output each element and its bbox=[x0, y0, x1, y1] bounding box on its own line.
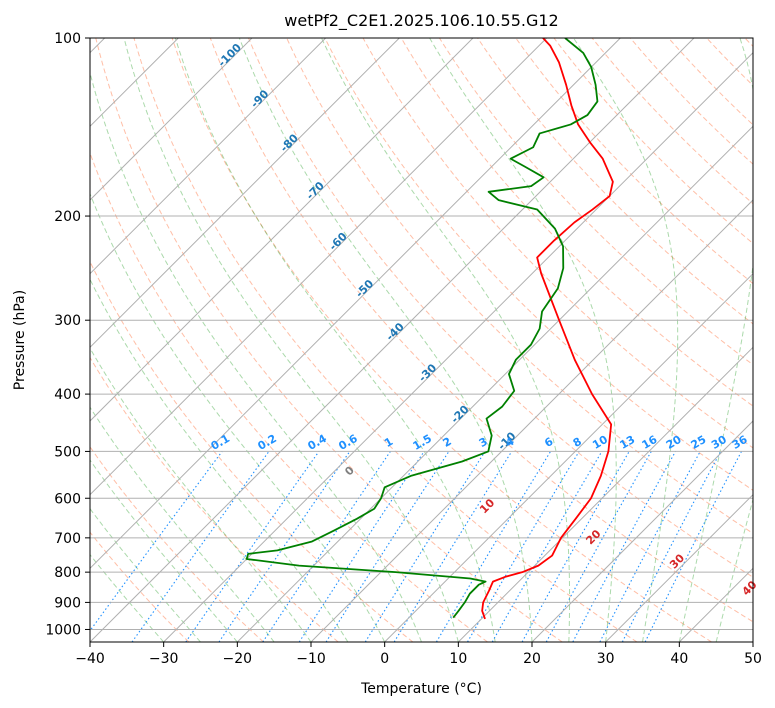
mixing-ratio-line bbox=[572, 451, 677, 642]
temperature-line bbox=[481, 38, 614, 620]
isotherm-line bbox=[384, 272, 753, 642]
moist-adiabat-line bbox=[174, 38, 496, 642]
moist-adiabat-line bbox=[90, 278, 349, 642]
moist-adiabat-line bbox=[678, 38, 753, 642]
isotherm-line bbox=[90, 38, 253, 201]
y-tick-label: 1000 bbox=[45, 622, 81, 638]
isotherm-line bbox=[236, 125, 753, 642]
mixing-ratio-line bbox=[521, 451, 630, 642]
y-tick-label: 800 bbox=[54, 565, 81, 581]
mixing-ratio-line bbox=[393, 451, 513, 642]
dry-adiabat-line bbox=[133, 38, 638, 642]
mixing-ratio-line bbox=[644, 451, 742, 642]
moist-adiabat-line bbox=[90, 192, 386, 642]
isotherm-line bbox=[163, 51, 753, 642]
y-axis-ticks: 100 200 300 400 500 600 700 800 900 1000 bbox=[45, 31, 90, 638]
y-tick-label: 600 bbox=[54, 491, 81, 507]
isotherm-line bbox=[90, 38, 474, 422]
y-tick-label: 700 bbox=[54, 531, 81, 547]
moist-adiabats bbox=[90, 38, 753, 642]
y-tick-label: 200 bbox=[54, 209, 81, 225]
dry-adiabat-line bbox=[248, 38, 753, 578]
y-tick-label: 400 bbox=[54, 387, 81, 403]
isotherm-line bbox=[310, 199, 753, 642]
isotherm-line bbox=[90, 38, 400, 349]
mixing-ratio-line bbox=[185, 451, 320, 642]
y-tick-label: 900 bbox=[54, 595, 81, 611]
y-tick-label: 500 bbox=[54, 444, 81, 460]
x-tick-label: 10 bbox=[449, 651, 467, 667]
x-tick-label: 20 bbox=[523, 651, 541, 667]
moist-adiabat-line bbox=[238, 38, 533, 642]
moist-adiabat-line bbox=[90, 459, 238, 642]
x-tick-label: −20 bbox=[223, 651, 253, 667]
mixing-ratio-line bbox=[545, 451, 652, 642]
isotherm-line bbox=[90, 38, 621, 570]
moist-adiabat-line bbox=[321, 38, 571, 642]
dry-adiabats bbox=[90, 38, 753, 642]
isotherm-line bbox=[90, 38, 695, 642]
x-tick-label: 50 bbox=[744, 651, 762, 667]
mixing-ratio-line bbox=[298, 451, 425, 642]
x-tick-label: −10 bbox=[296, 651, 326, 667]
chart-title: wetPf2_C2E1.2025.106.10.55.G12 bbox=[284, 11, 558, 31]
moist-adiabat-line bbox=[573, 38, 679, 642]
x-axis-title: Temperature (°C) bbox=[360, 681, 482, 697]
y-tick-label: 100 bbox=[54, 31, 81, 47]
dry-adiabat-line bbox=[171, 38, 712, 642]
mixing-ratio-line bbox=[262, 451, 391, 642]
dry-adiabat-line bbox=[324, 38, 753, 491]
x-tick-label: −30 bbox=[149, 651, 179, 667]
moist-adiabat-line bbox=[429, 38, 617, 642]
isotherm-line bbox=[90, 38, 548, 496]
x-tick-label: 0 bbox=[380, 651, 389, 667]
dry-adiabat-line bbox=[95, 38, 563, 642]
isotherm-line bbox=[90, 38, 327, 275]
dry-adiabat-line bbox=[90, 151, 488, 642]
mixing-ratio-line bbox=[218, 451, 351, 642]
moist-adiabat-line bbox=[715, 497, 753, 642]
isotherm-line bbox=[605, 493, 753, 642]
mixing-ratio-lines bbox=[90, 451, 742, 642]
dry-adiabat-line bbox=[515, 38, 753, 285]
x-axis-ticks: −40 −30 −20 −10 0 10 20 30 40 50 bbox=[75, 642, 762, 667]
x-tick-label: −40 bbox=[75, 651, 105, 667]
isotherm-line bbox=[531, 420, 753, 642]
dry-adiabat-line bbox=[90, 356, 339, 642]
y-axis-title: Pressure (hPa) bbox=[12, 290, 28, 390]
mixing-ratio-line bbox=[325, 451, 450, 642]
dry-adiabat-line bbox=[90, 531, 190, 642]
dry-adiabat-line bbox=[400, 38, 753, 407]
mixing-ratio-line bbox=[621, 451, 722, 642]
x-tick-label: 30 bbox=[597, 651, 615, 667]
plot-frame bbox=[89, 37, 754, 643]
x-tick-label: 40 bbox=[670, 651, 688, 667]
dry-adiabat-line bbox=[438, 38, 753, 366]
dewpoint-line bbox=[245, 38, 599, 619]
plot-area bbox=[90, 38, 753, 642]
dry-adiabat-line bbox=[90, 445, 264, 642]
moist-adiabat-line bbox=[90, 406, 275, 642]
isobars bbox=[90, 38, 753, 630]
y-tick-label: 300 bbox=[54, 313, 81, 329]
profile-lines bbox=[245, 38, 614, 620]
mixing-ratio-line bbox=[90, 451, 223, 632]
dry-adiabat-line bbox=[209, 38, 753, 623]
moist-adiabat-line bbox=[90, 70, 422, 642]
